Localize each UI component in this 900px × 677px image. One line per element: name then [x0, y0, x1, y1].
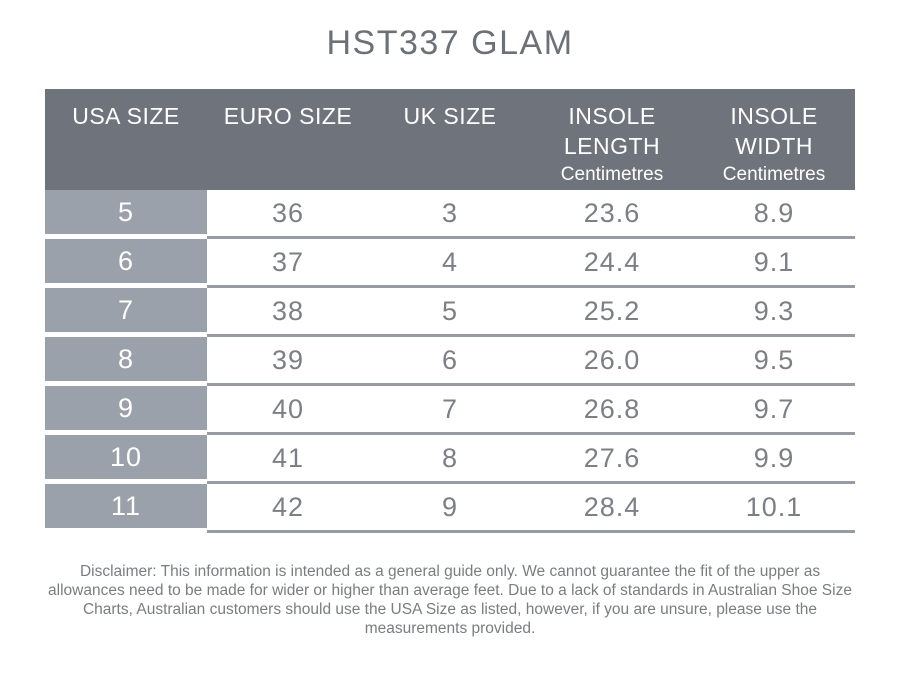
value-cell: 10.1: [693, 484, 855, 533]
value-cell: 39: [207, 337, 369, 386]
value-cell: 9.9: [693, 435, 855, 484]
value-cell: 38: [207, 288, 369, 337]
page-title: HST337 GLAM: [326, 24, 574, 62]
column-label: INSOLE: [568, 103, 656, 129]
table-row: 11 42 9 28.4 10.1: [45, 484, 855, 533]
usa-size-cell: 9: [45, 386, 207, 435]
disclaimer-text: Disclaimer: This information is intended…: [48, 563, 852, 637]
value-cell: 42: [207, 484, 369, 533]
usa-size-cell: 5: [45, 190, 207, 239]
value-cell: 9.3: [693, 288, 855, 337]
value-cell: 8.9: [693, 190, 855, 239]
value-cell: 3: [369, 190, 531, 239]
column-label: UK SIZE: [403, 103, 497, 129]
value-cell: 27.6: [531, 435, 693, 484]
header-row: USA SIZE EURO SIZE UK SIZE INSOLE LENGTH Cent…: [45, 89, 855, 190]
value-cell: 4: [369, 239, 531, 288]
column-header: UK SIZE: [369, 89, 531, 190]
column-label: USA SIZE: [72, 103, 180, 129]
column-label: EURO SIZE: [223, 103, 353, 129]
value-cell: 37: [207, 239, 369, 288]
value-cell: 24.4: [531, 239, 693, 288]
value-cell: 9.7: [693, 386, 855, 435]
value-cell: 9: [369, 484, 531, 533]
value-cell: 25.2: [531, 288, 693, 337]
column-header: INSOLE LENGTH Centimetres: [531, 89, 693, 190]
column-label: LENGTH: [563, 133, 661, 159]
value-cell: 7: [369, 386, 531, 435]
usa-size-cell: 6: [45, 239, 207, 288]
value-cell: 40: [207, 386, 369, 435]
column-unit-label: Centimetres: [722, 164, 826, 185]
table-row: 7 38 5 25.2 9.3: [45, 288, 855, 337]
value-cell: 8: [369, 435, 531, 484]
table-row: 9 40 7 26.8 9.7: [45, 386, 855, 435]
table-row: 8 39 6 26.0 9.5: [45, 337, 855, 386]
column-label: INSOLE: [730, 103, 818, 129]
size-chart-table: USA SIZE EURO SIZE UK SIZE INSOLE LENGTH Cent…: [45, 89, 855, 533]
value-cell: 9.1: [693, 239, 855, 288]
size-table-body: 5 36 3 23.6 8.9 6 37 4 24.4 9.1 7 38 5 25.2 9.3 8 39 6 26.…: [45, 190, 855, 533]
column-label: WIDTH: [735, 133, 813, 159]
value-cell: 5: [369, 288, 531, 337]
table-row: 10 41 8 27.6 9.9: [45, 435, 855, 484]
value-cell: 28.4: [531, 484, 693, 533]
usa-size-cell: 10: [45, 435, 207, 484]
value-cell: 6: [369, 337, 531, 386]
table-row: 5 36 3 23.6 8.9: [45, 190, 855, 239]
value-cell: 26.0: [531, 337, 693, 386]
column-header: INSOLE WIDTH Centimetres: [693, 89, 855, 190]
column-unit-label: Centimetres: [560, 164, 664, 185]
usa-size-cell: 7: [45, 288, 207, 337]
value-cell: 41: [207, 435, 369, 484]
usa-size-cell: 8: [45, 337, 207, 386]
value-cell: 9.5: [693, 337, 855, 386]
table-row: 6 37 4 24.4 9.1: [45, 239, 855, 288]
usa-size-cell: 11: [45, 484, 207, 533]
size-table-header: USA SIZE EURO SIZE UK SIZE INSOLE LENGTH Cent…: [45, 89, 855, 190]
value-cell: 36: [207, 190, 369, 239]
value-cell: 23.6: [531, 190, 693, 239]
column-header: USA SIZE: [45, 89, 207, 190]
value-cell: 26.8: [531, 386, 693, 435]
column-header: EURO SIZE: [207, 89, 369, 190]
